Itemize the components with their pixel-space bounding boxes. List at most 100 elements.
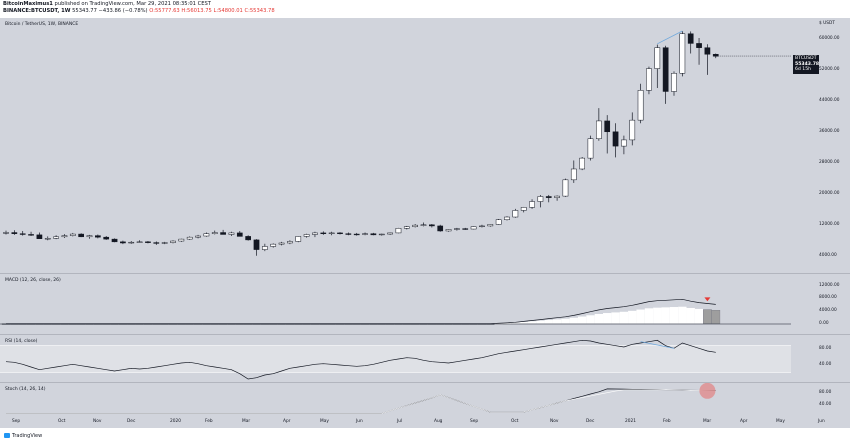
candle-body — [445, 229, 452, 232]
macd-axis-label: 8000.00 — [819, 295, 837, 300]
candle-body — [253, 239, 260, 250]
time-axis-label: 2021 — [625, 419, 636, 424]
candle-body — [3, 232, 9, 234]
candle-body — [211, 232, 218, 234]
tradingview-brand[interactable]: TradingView — [4, 433, 42, 439]
stoch-d-line — [6, 389, 716, 414]
stoch-highlight-circle — [699, 383, 716, 399]
candle-body — [562, 179, 569, 197]
rsi-divergence-line — [640, 341, 675, 349]
price-axis-label: 44000.00 — [819, 98, 840, 103]
rsi-axis-label: 40.00 — [819, 362, 832, 367]
candle-body — [28, 234, 34, 236]
stoch-chart[interactable] — [0, 383, 791, 416]
candle-body — [395, 228, 402, 234]
macd-histogram-bar — [636, 309, 645, 324]
rsi-scale[interactable]: 80.00 40.00 — [791, 335, 850, 382]
candle-body — [687, 33, 694, 44]
candle-body — [387, 232, 393, 235]
time-axis-label: Mar — [242, 419, 251, 424]
stoch-pane[interactable]: Stoch (14, 26, 14) — [0, 383, 791, 416]
candle-body — [145, 241, 151, 243]
candle-body — [61, 235, 68, 238]
candle-body — [328, 232, 335, 234]
candle-body — [495, 219, 502, 225]
price-axis-label: 28000.00 — [819, 160, 840, 165]
candle-body — [662, 47, 669, 92]
time-axis-label: Mar — [703, 419, 712, 424]
ohlc-line: BINANCE:BTCUSDT, 1W 55343.77 −433.86 (−0… — [3, 8, 275, 15]
candle-body — [270, 243, 277, 247]
price-axis-label: 20000.00 — [819, 191, 840, 196]
macd-histogram-bar — [644, 308, 654, 324]
candle-body — [11, 232, 18, 234]
candle-body — [654, 47, 661, 69]
candle-body — [195, 235, 201, 238]
price-axis-label: 12000.00 — [819, 222, 840, 227]
candle-body — [587, 138, 594, 159]
currency-label: $ USDT — [819, 21, 835, 26]
macd-histogram-bar — [544, 320, 553, 324]
macd-chart[interactable] — [0, 274, 791, 334]
candle-body — [19, 233, 26, 235]
symbol-label: BINANCE:BTCUSDT, 1W — [3, 8, 71, 14]
macd-scale[interactable]: 12000.00 8000.00 4000.00 0.00 — [791, 274, 850, 334]
stoch-scale[interactable]: 80.00 40.00 — [791, 383, 850, 416]
candle-body — [437, 225, 444, 232]
price-axis-label: 36000.00 — [819, 129, 840, 134]
candle-body — [128, 241, 135, 244]
candle-body — [704, 47, 711, 55]
macd-histogram-bar — [502, 322, 512, 325]
candle-body — [378, 233, 385, 236]
rsi-pane[interactable]: RSI (14, close) — [0, 335, 791, 382]
pane-divider[interactable] — [0, 334, 850, 335]
candlestick-chart[interactable] — [0, 18, 791, 273]
rsi-chart[interactable] — [0, 335, 791, 382]
author-name[interactable]: BitcoinMaximus1 — [3, 1, 53, 7]
macd-histogram-bar — [519, 321, 528, 324]
price-pane[interactable]: Bitcoin / TetherUS, 1W, BINANCE — [0, 18, 791, 273]
open-value: O:55777.63 — [149, 8, 180, 14]
macd-histogram-bar — [577, 316, 587, 324]
candle-body — [520, 207, 527, 211]
macd-histogram-bar — [653, 307, 662, 324]
candle-body — [111, 238, 118, 243]
candle-body — [287, 241, 293, 244]
candle-body — [337, 232, 343, 234]
macd-axis-label: 0.00 — [819, 321, 829, 326]
candle-body — [262, 246, 268, 250]
macd-histogram-bar — [611, 312, 620, 324]
time-axis-label: Apr — [740, 419, 748, 424]
pane-divider[interactable] — [0, 382, 850, 383]
time-axis-label: Apr — [283, 419, 291, 424]
candle-body — [696, 43, 702, 48]
macd-pane[interactable]: MACD (12, 26, close, 26) — [0, 274, 791, 334]
rsi-axis-label: 80.00 — [819, 346, 832, 351]
candle-body — [353, 233, 360, 236]
candle-body — [153, 242, 160, 244]
macd-histogram-bar — [569, 317, 578, 324]
macd-histogram-bar — [619, 311, 629, 324]
candle-body — [203, 233, 210, 237]
pane-divider[interactable] — [0, 273, 850, 274]
time-axis[interactable]: Sep Oct Nov Dec 2020 Feb Mar Apr May Jun Jul Aug Sep… — [0, 416, 850, 428]
candle-body — [228, 232, 235, 235]
bearish-cross-marker — [704, 297, 711, 302]
macd-histogram-bar — [527, 321, 537, 324]
candle-body — [36, 234, 43, 239]
time-axis-label: Aug — [434, 419, 443, 424]
macd-histogram-bar — [628, 310, 637, 324]
candle-body — [120, 241, 126, 244]
candle-body — [403, 226, 410, 229]
macd-histogram-bar — [678, 306, 687, 324]
rsi-title: RSI (14, close) — [5, 339, 38, 344]
candle-body — [429, 224, 435, 227]
badge-symbol: BTCUSDT — [795, 56, 817, 61]
candle-body — [671, 73, 677, 92]
price-axis-label: 52000.00 — [819, 67, 840, 72]
candle-body — [220, 232, 226, 235]
macd-histogram-bar — [594, 314, 604, 324]
candle-body — [512, 210, 519, 218]
candle-body — [679, 33, 686, 74]
badge-price: 55343.78 — [795, 61, 820, 67]
